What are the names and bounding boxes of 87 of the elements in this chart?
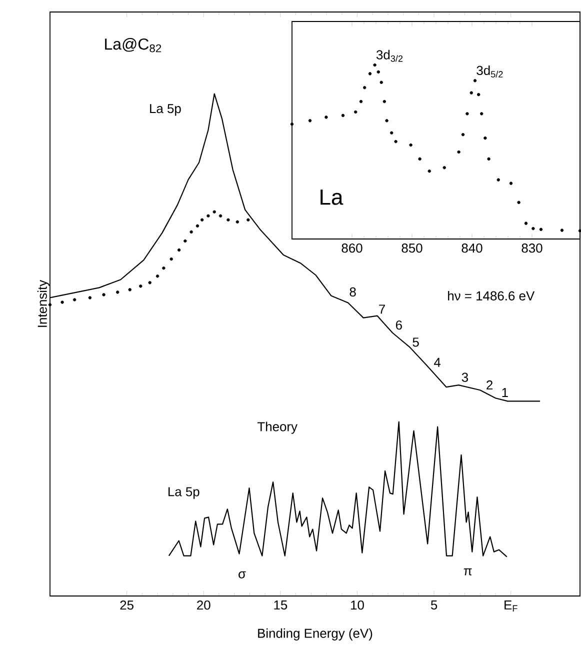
point xyxy=(390,131,394,134)
point xyxy=(373,63,376,67)
point xyxy=(341,114,344,118)
point xyxy=(473,79,476,82)
annotation: 3d$_{3/2}$ xyxy=(376,50,402,62)
x-axis-title: Binding Energy (eV) xyxy=(258,628,372,640)
point xyxy=(116,290,119,294)
point xyxy=(487,157,490,161)
point xyxy=(88,296,92,300)
point xyxy=(409,143,412,147)
annotation: 6 xyxy=(396,320,402,330)
point xyxy=(60,300,64,304)
x-tick-label: 860 xyxy=(342,244,362,253)
annotation: La xyxy=(320,190,343,205)
point xyxy=(524,222,528,225)
point xyxy=(457,150,460,154)
point xyxy=(461,133,464,136)
x-tick-label: 25 xyxy=(120,600,134,610)
annotation: Theory xyxy=(257,422,298,434)
annotation: 1 xyxy=(502,388,508,397)
annotation: 3d$_{5/2}$ xyxy=(476,66,503,78)
annotation: La 5p xyxy=(150,104,181,116)
x-tick-label: 840 xyxy=(462,244,482,253)
annotation: 5 xyxy=(412,338,419,347)
point xyxy=(196,224,199,228)
point xyxy=(170,257,173,261)
point xyxy=(102,293,106,296)
point xyxy=(138,284,142,288)
point xyxy=(72,298,76,302)
point xyxy=(354,110,358,114)
annotation: hν = 1486.6 eV xyxy=(448,290,534,300)
point xyxy=(226,218,230,222)
annotation: σ xyxy=(238,571,246,578)
point xyxy=(368,72,372,76)
point xyxy=(509,182,512,185)
annotation: 8 xyxy=(350,287,356,297)
point xyxy=(308,119,312,122)
point xyxy=(428,170,431,173)
point xyxy=(380,80,383,84)
point xyxy=(385,119,388,122)
point xyxy=(394,140,398,144)
point xyxy=(128,288,132,292)
point xyxy=(465,112,469,116)
annotation: π xyxy=(464,568,472,576)
point xyxy=(246,218,250,222)
point xyxy=(156,274,159,278)
point xyxy=(480,112,484,116)
point xyxy=(162,266,166,270)
point xyxy=(236,220,239,224)
point xyxy=(200,218,204,222)
annotation: 4 xyxy=(434,358,440,367)
point xyxy=(483,136,487,140)
point xyxy=(418,157,422,161)
point xyxy=(324,116,328,119)
point xyxy=(362,86,366,90)
annotation: 7 xyxy=(378,304,385,314)
point xyxy=(183,239,187,243)
point xyxy=(148,281,152,284)
point xyxy=(517,200,520,204)
point xyxy=(442,166,446,170)
point xyxy=(190,230,193,234)
x-tick-label: 830 xyxy=(522,244,542,253)
x-tick-label: 10 xyxy=(350,600,364,610)
point xyxy=(470,91,473,94)
point xyxy=(376,70,380,74)
point xyxy=(496,178,500,182)
point xyxy=(476,92,480,96)
x-tick-label: 20 xyxy=(196,600,210,610)
point xyxy=(212,210,216,214)
point xyxy=(206,214,210,218)
annotation: 3 xyxy=(462,372,468,382)
annotation: La 5p xyxy=(168,487,200,499)
point xyxy=(218,214,222,218)
point xyxy=(539,228,542,232)
point xyxy=(560,228,564,232)
x-tick-label: E$_{F}$ xyxy=(504,600,518,612)
text: La@C$_{82}$ xyxy=(104,38,161,52)
y-axis-title: Intensity xyxy=(37,280,50,327)
point xyxy=(177,248,180,252)
x-tick-label: 15 xyxy=(274,600,287,610)
annotation: 2 xyxy=(486,380,492,390)
point xyxy=(382,100,386,104)
point xyxy=(531,226,535,230)
x-tick-label: 5 xyxy=(430,600,437,610)
point xyxy=(359,100,362,104)
x-tick-label: 850 xyxy=(402,244,422,253)
point xyxy=(290,122,294,126)
